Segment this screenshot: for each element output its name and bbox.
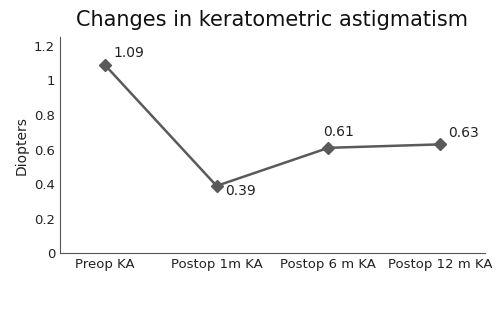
Y-axis label: Diopters: Diopters xyxy=(14,116,28,175)
Text: 0.61: 0.61 xyxy=(323,125,354,139)
Text: 1.09: 1.09 xyxy=(114,46,144,60)
Text: 0.63: 0.63 xyxy=(448,125,479,140)
Title: Changes in keratometric astigmatism: Changes in keratometric astigmatism xyxy=(76,10,468,30)
Text: 0.39: 0.39 xyxy=(226,184,256,197)
